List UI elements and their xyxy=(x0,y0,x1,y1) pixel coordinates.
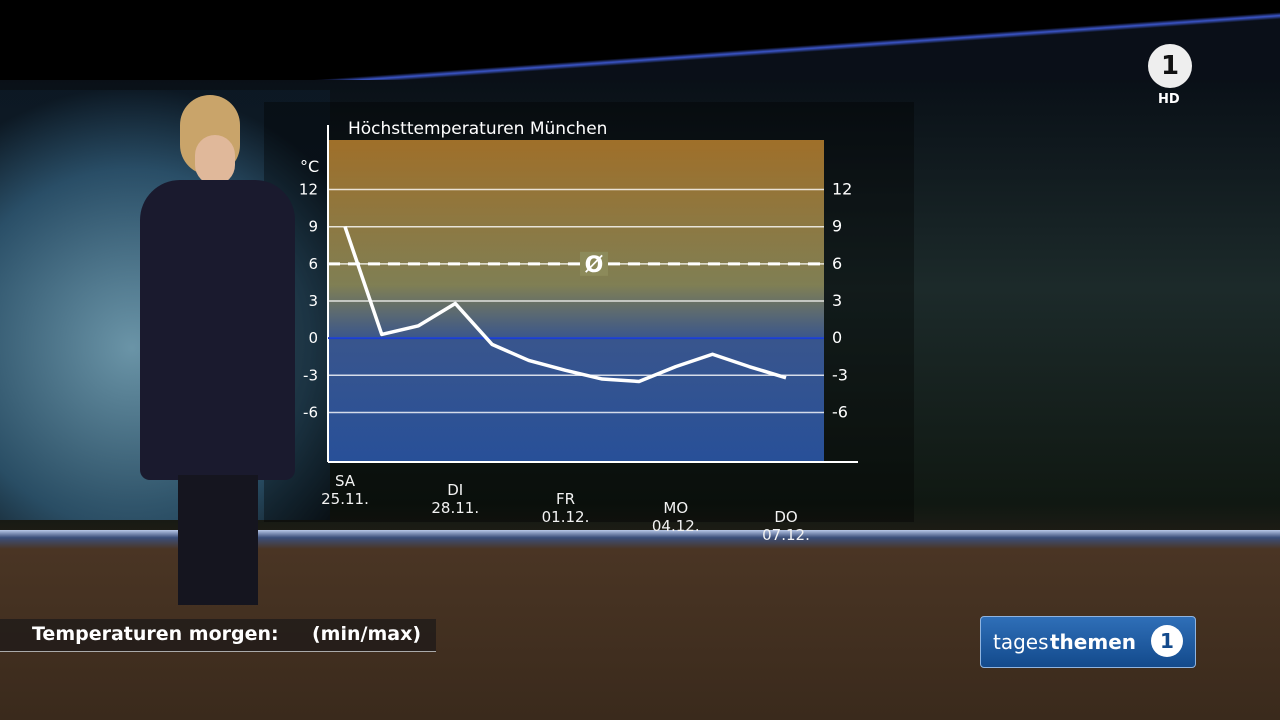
x-tick-label: SA 25.11. xyxy=(321,472,369,508)
y-tick-label: 3 xyxy=(308,292,318,310)
y-tick-label: -6 xyxy=(303,403,318,421)
chart-title: Höchsttemperaturen München xyxy=(348,119,607,139)
y-tick-label: 0 xyxy=(308,329,318,347)
show-name-bold: themen xyxy=(1050,630,1137,654)
average-label-bg xyxy=(580,251,608,276)
y2-tick-label: 0 xyxy=(832,328,842,347)
channel-icon: 1 xyxy=(1148,44,1192,88)
lower-third: Temperaturen morgen: (min/max) xyxy=(0,619,436,652)
lower-third-text: Temperaturen morgen: xyxy=(32,623,279,645)
y2-tick-label: 3 xyxy=(832,291,842,310)
y-axis-label: °C xyxy=(300,157,319,176)
y2-tick-label: 6 xyxy=(832,254,842,273)
x-tick-label: FR 01.12. xyxy=(541,490,590,526)
x-tick-label: DI 28.11. xyxy=(431,481,480,517)
show-logo: tages themen 1 xyxy=(980,616,1196,668)
y-tick-label: 6 xyxy=(308,255,318,273)
average-label: Ø xyxy=(585,253,604,278)
temperature-line xyxy=(343,226,787,384)
presenter xyxy=(140,95,300,615)
y-tick-label: 9 xyxy=(308,218,318,236)
y2-tick-label: -3 xyxy=(832,365,848,384)
y-tick-label: -3 xyxy=(303,366,318,384)
y2-tick-label: 9 xyxy=(832,217,842,236)
ard-icon: 1 xyxy=(1151,625,1183,657)
x-tick-label: MO 04.12. xyxy=(651,499,700,535)
y2-tick-label: -6 xyxy=(832,402,848,421)
x-tick-label: DO 07.12. xyxy=(762,508,810,544)
hd-label: HD xyxy=(1158,92,1180,107)
lower-third-suffix: (min/max) xyxy=(312,623,422,645)
y2-tick-label: 12 xyxy=(832,180,852,199)
studio-ceiling xyxy=(0,0,1280,80)
show-name-light: tages xyxy=(993,630,1049,654)
y-tick-label: 12 xyxy=(299,181,318,199)
